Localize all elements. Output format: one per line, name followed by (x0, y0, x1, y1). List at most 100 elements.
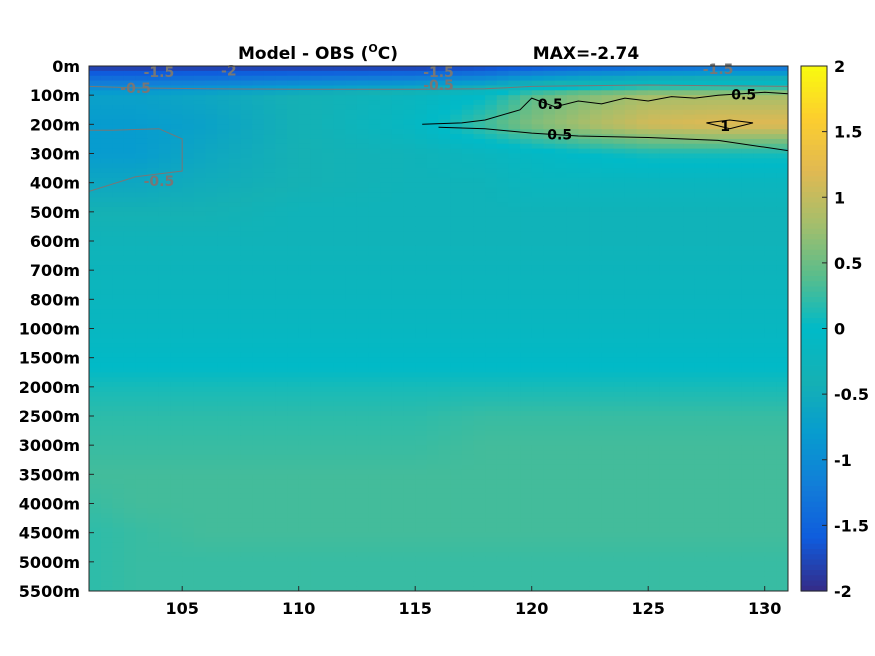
heatmap-cell (100, 294, 113, 300)
heatmap-cell (776, 347, 788, 354)
heatmap-cell (543, 250, 556, 257)
heatmap-cell (741, 381, 754, 388)
heatmap-cell (636, 318, 649, 325)
heatmap-cell (566, 236, 579, 242)
heatmap-cell (135, 270, 148, 276)
heatmap-cell (613, 304, 626, 310)
heatmap-cell (368, 396, 381, 403)
heatmap-cell (298, 284, 311, 291)
heatmap-cell (624, 430, 638, 437)
heatmap-cell (578, 187, 591, 193)
heatmap-cell (240, 377, 253, 383)
heatmap-cell (89, 148, 102, 155)
heatmap-cell (263, 250, 276, 257)
heatmap-cell (508, 411, 521, 417)
heatmap-cell (403, 163, 416, 169)
heatmap-cell (263, 275, 276, 281)
heatmap-cell (310, 158, 323, 164)
heatmap-cell (578, 95, 591, 101)
heatmap-cell (298, 357, 311, 364)
heatmap-cell (671, 80, 684, 87)
heatmap-cell (753, 372, 766, 378)
heatmap-cell (345, 440, 358, 446)
heatmap-cell (252, 241, 265, 247)
heatmap-cell (100, 104, 113, 111)
heatmap-cell (624, 172, 638, 179)
heatmap-cell (589, 289, 603, 296)
heatmap-cell (123, 236, 137, 242)
heatmap-cell (741, 134, 754, 140)
heatmap-cell (391, 221, 405, 228)
heatmap-cell (753, 430, 766, 437)
heatmap-cell (228, 124, 242, 130)
heatmap-cell (578, 177, 591, 184)
heatmap-cell (473, 459, 486, 466)
heatmap-cell (729, 226, 742, 232)
heatmap-cell (764, 182, 777, 189)
heatmap-cell (473, 236, 486, 242)
heatmap-cell (123, 66, 137, 72)
heatmap-cell (636, 177, 649, 184)
heatmap-cell (228, 265, 242, 271)
heatmap-cell (613, 158, 626, 164)
heatmap-cell (112, 372, 125, 378)
heatmap-cell (368, 153, 381, 159)
heatmap-cell (613, 182, 626, 189)
heatmap-cell (333, 148, 346, 155)
heatmap-cell (636, 294, 649, 300)
heatmap-cell (310, 464, 323, 471)
heatmap-cell (193, 90, 207, 96)
heatmap-cell (415, 100, 428, 106)
heatmap-cell (100, 250, 113, 257)
heatmap-cell (322, 138, 335, 145)
heatmap-cell (100, 241, 113, 247)
heatmap-cell (613, 445, 626, 451)
heatmap-cell (555, 90, 568, 96)
heatmap-cell (741, 265, 754, 271)
heatmap-cell (741, 304, 754, 310)
heatmap-cell (520, 211, 533, 218)
heatmap-cell (508, 192, 521, 198)
heatmap-cell (310, 80, 323, 87)
heatmap-cell (508, 109, 521, 116)
heatmap-cell (391, 396, 405, 403)
heatmap-cell (333, 416, 346, 422)
heatmap-cell (624, 270, 638, 276)
heatmap-cell (275, 114, 288, 121)
heatmap-cell (275, 90, 288, 96)
heatmap-cell (741, 85, 754, 91)
heatmap-cell (193, 226, 207, 232)
heatmap-cell (182, 221, 195, 228)
heatmap-cell (322, 304, 335, 310)
heatmap-cell (170, 372, 183, 378)
heatmap-cell (636, 124, 649, 130)
heatmap-cell (100, 109, 113, 116)
heatmap-cell (636, 255, 649, 262)
heatmap-cell (287, 386, 300, 393)
heatmap-cell (741, 425, 754, 432)
heatmap-cell (753, 114, 766, 121)
heatmap-cell (624, 450, 638, 456)
heatmap-cell (578, 148, 591, 155)
heatmap-cell (636, 172, 649, 179)
heatmap-cell (776, 445, 788, 451)
heatmap-cell (135, 114, 148, 121)
heatmap-cell (473, 241, 486, 247)
heatmap-cell (694, 109, 708, 116)
heatmap-cell (135, 206, 148, 213)
heatmap-cell (531, 143, 544, 150)
heatmap-cell (520, 85, 533, 91)
heatmap-cell (298, 85, 311, 91)
heatmap-cell (601, 85, 614, 91)
heatmap-cell (659, 177, 673, 184)
heatmap-cell (403, 284, 416, 291)
heatmap-cell (287, 425, 300, 432)
heatmap-cell (182, 231, 195, 237)
heatmap-cell (706, 182, 719, 189)
heatmap-cell (613, 168, 626, 174)
heatmap-cell (240, 333, 253, 339)
heatmap-cell (543, 148, 556, 155)
heatmap-cell (531, 100, 544, 106)
heatmap-cell (391, 294, 405, 300)
heatmap-cell (135, 75, 148, 82)
